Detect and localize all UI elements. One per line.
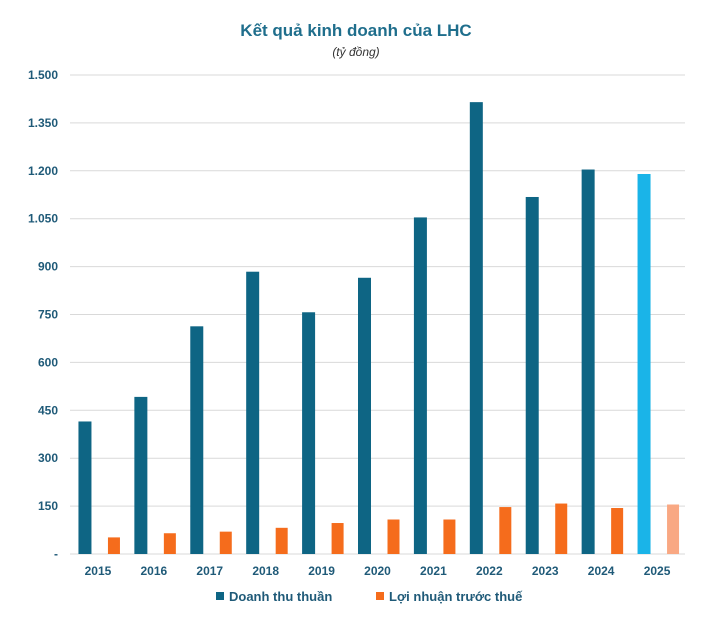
bar-revenue-2015 [78, 421, 92, 554]
x-tick-label: 2023 [532, 564, 559, 578]
y-tick-label: 1.200 [28, 164, 58, 178]
bar-revenue-2020 [358, 277, 371, 554]
bar-profit-2024 [611, 508, 624, 554]
legend-label-profit: Lợi nhuận trước thuế [389, 589, 523, 604]
x-tick-label: 2017 [196, 564, 223, 578]
x-tick-label: 2020 [364, 564, 391, 578]
x-axis-ticks: 2015 2016 2017 2018 2019 2020 2021 2022 2023 2024… [85, 564, 671, 578]
bar-revenue-2025 [637, 173, 651, 554]
bar-profit-2017 [219, 531, 232, 554]
bar-profit-2015 [107, 537, 120, 554]
bar-revenue-2018 [246, 271, 260, 554]
y-tick-label: - [54, 547, 58, 561]
y-tick-label: 750 [38, 308, 58, 322]
y-tick-label: 150 [38, 499, 58, 513]
legend-swatch-revenue [216, 592, 224, 600]
bar-profit-2016 [163, 533, 176, 554]
x-tick-label: 2015 [85, 564, 112, 578]
bar-profit-2025 [667, 504, 680, 554]
bar-profit-2018 [275, 527, 288, 554]
y-tick-label: 900 [38, 260, 58, 274]
chart-subtitle: (tỷ đồng) [332, 45, 379, 59]
y-tick-label: 600 [38, 355, 58, 369]
bar-profit-2021 [443, 519, 456, 554]
bar-profit-2023 [555, 503, 568, 554]
x-tick-label: 2018 [252, 564, 279, 578]
y-tick-label: 1.500 [28, 68, 58, 82]
x-tick-label: 2022 [476, 564, 503, 578]
bar-profit-2022 [499, 507, 512, 554]
legend: Doanh thu thuần Lợi nhuận trước thuế [216, 589, 523, 604]
bar-revenue-2021 [413, 217, 427, 554]
y-tick-label: 300 [38, 451, 58, 465]
legend-swatch-profit [376, 592, 384, 600]
bars [78, 102, 680, 555]
bar-revenue-2022 [469, 102, 483, 554]
x-tick-label: 2024 [588, 564, 615, 578]
bar-profit-2020 [387, 519, 400, 554]
legend-label-revenue: Doanh thu thuần [229, 589, 332, 604]
chart-title: Kết quả kinh doanh của LHC [240, 21, 471, 40]
bar-revenue-2019 [302, 312, 316, 554]
bar-revenue-2024 [581, 169, 595, 555]
bar-profit-2019 [331, 523, 344, 554]
x-tick-label: 2021 [420, 564, 447, 578]
x-tick-label: 2025 [644, 564, 671, 578]
bar-revenue-2023 [525, 196, 539, 554]
gridlines [70, 74, 685, 555]
y-tick-label: 1.350 [28, 116, 58, 130]
y-tick-label: 1.050 [28, 212, 58, 226]
y-tick-label: 450 [38, 403, 58, 417]
bar-revenue-2017 [190, 326, 204, 554]
bar-revenue-2016 [134, 396, 148, 554]
x-tick-label: 2016 [141, 564, 168, 578]
y-axis-ticks: - 150 300 450 600 750 900 1.050 1.200 1.350 1.500 [28, 68, 58, 561]
x-tick-label: 2019 [308, 564, 335, 578]
